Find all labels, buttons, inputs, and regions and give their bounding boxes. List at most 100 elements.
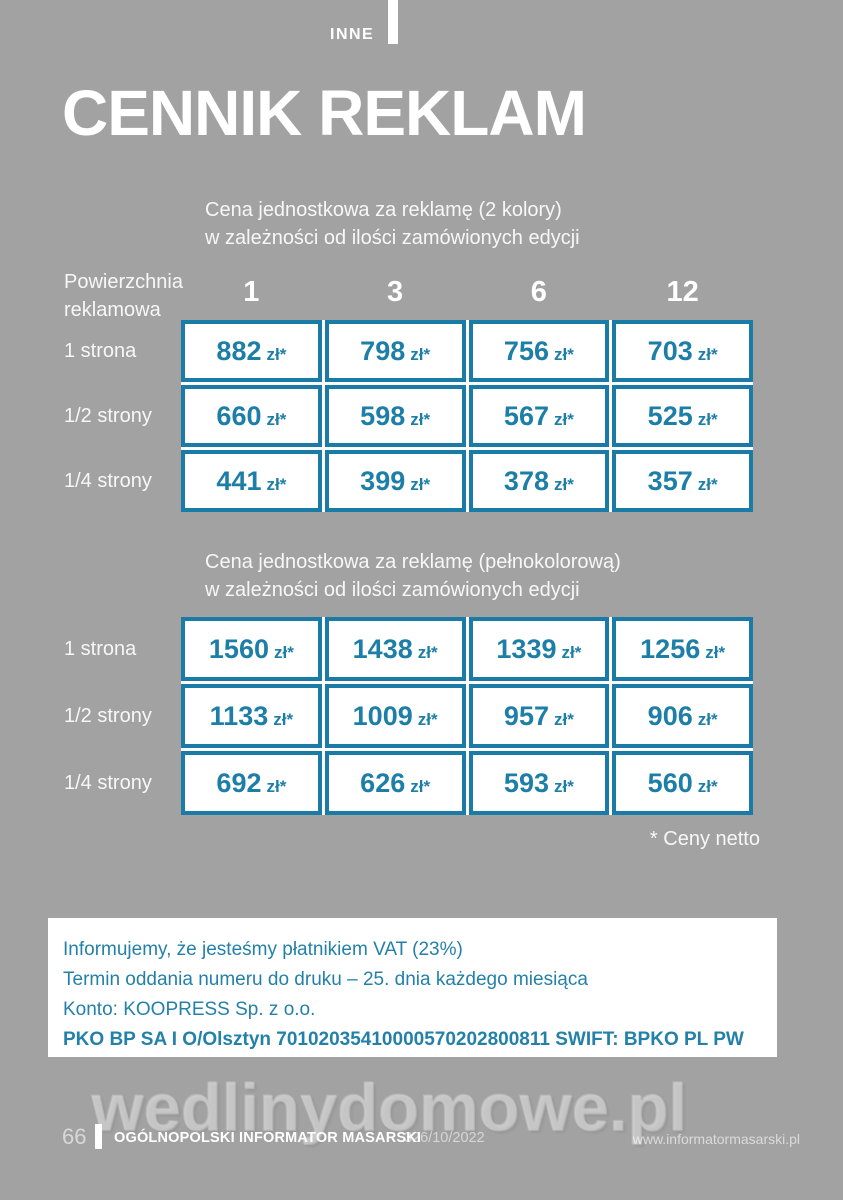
price-value: 598	[360, 400, 406, 431]
price-cell: 598 zł*	[324, 385, 466, 447]
price-value: 525	[647, 400, 693, 431]
price-cell: 1438 zł*	[324, 617, 466, 681]
vat-info-line: Informujemy, że jesteśmy płatnikiem VAT …	[63, 939, 463, 960]
price-cell: 703 zł*	[612, 320, 753, 382]
price-value: 1256	[640, 633, 701, 664]
price-cell: 560 zł*	[612, 751, 753, 815]
price-value: 692	[216, 767, 262, 798]
price-cell: 957 zł*	[468, 684, 610, 748]
price-unit: zł*	[697, 709, 718, 729]
price-cell: 882 zł*	[181, 320, 322, 382]
price-cell: 357 zł*	[612, 450, 753, 512]
account-holder-line: Konto: KOOPRESS Sp. z o.o.	[63, 999, 316, 1020]
price-cell: 399 zł*	[324, 450, 466, 512]
price-value: 567	[503, 400, 549, 431]
price-value: 441	[216, 465, 262, 496]
price-value: 1133	[209, 700, 269, 731]
section-label: INNE	[330, 26, 375, 43]
column-headers: 1 3 6 12	[181, 276, 753, 309]
price-unit: zł*	[697, 776, 718, 796]
price-unit: zł*	[410, 344, 431, 364]
price-cell: 567 zł*	[468, 385, 610, 447]
corner-label: Powierzchnia reklamowa	[64, 268, 183, 324]
column-header-1: 1	[243, 276, 260, 308]
price-unit: zł*	[273, 709, 294, 729]
price-cell: 441 zł*	[181, 450, 322, 512]
table2-row-label: 1/4 strony	[64, 772, 152, 794]
price-cell: 1256 zł*	[612, 617, 753, 681]
table1-row-label: 1/4 strony	[64, 470, 152, 492]
table2-row-label: 1/2 strony	[64, 705, 152, 727]
table2-row-label: 1 strona	[64, 638, 137, 660]
price-unit: zł*	[553, 409, 574, 429]
table1-row-label: 1 strona	[64, 340, 137, 362]
price-cell: 1560 zł*	[181, 617, 322, 681]
bank-account-line: PKO BP SA I O/Olsztyn 701020354100005702…	[63, 1029, 744, 1050]
price-unit: zł*	[697, 474, 718, 494]
table1-heading-line1: Cena jednostkowa za reklamę (2 kolory)	[205, 199, 562, 221]
price-cell: 1339 zł*	[468, 617, 610, 681]
price-unit: zł*	[553, 776, 574, 796]
table2-heading-line1: Cena jednostkowa za reklamę (pełnokoloro…	[205, 551, 621, 573]
price-unit: zł*	[266, 409, 287, 429]
column-header-6: 6	[530, 276, 547, 308]
price-value: 957	[503, 700, 549, 731]
price-value: 756	[503, 335, 549, 366]
price-unit: zł*	[266, 474, 287, 494]
price-unit: zł*	[410, 409, 431, 429]
price-cell: 906 zł*	[612, 684, 753, 748]
price-unit: zł*	[417, 642, 438, 662]
price-value: 560	[647, 767, 693, 798]
price-cell: 1133 zł*	[181, 684, 322, 748]
issue-number: 326/10/2022	[404, 1130, 485, 1146]
table1-heading: Cena jednostkowa za reklamę (2 kolory) w…	[205, 196, 580, 252]
price-value: 593	[503, 767, 549, 798]
price-value: 882	[216, 335, 262, 366]
corner-label-line2: reklamowa	[64, 299, 161, 321]
price-cell: 626 zł*	[324, 751, 466, 815]
price-unit: zł*	[553, 709, 574, 729]
price-table-2colors: 882 zł* 798 zł* 756 zł* 703 zł* 660 zł* 598 zł…	[181, 320, 753, 512]
price-unit: zł*	[273, 642, 294, 662]
price-unit: zł*	[553, 474, 574, 494]
price-value: 1009	[352, 700, 413, 731]
price-unit: zł*	[705, 642, 726, 662]
price-unit: zł*	[266, 776, 287, 796]
price-unit: zł*	[561, 642, 582, 662]
price-value: 906	[647, 700, 693, 731]
price-cell: 660 zł*	[181, 385, 322, 447]
table2-heading: Cena jednostkowa za reklamę (pełnokoloro…	[205, 548, 621, 604]
price-unit: zł*	[417, 709, 438, 729]
price-value: 626	[360, 767, 406, 798]
page-number: 66	[62, 1124, 87, 1149]
net-prices-footnote: * Ceny netto	[649, 828, 760, 850]
deadline-info-line: Termin oddania numeru do druku – 25. dni…	[63, 969, 588, 990]
price-unit: zł*	[410, 474, 431, 494]
price-cell: 525 zł*	[612, 385, 753, 447]
price-value: 1438	[352, 633, 413, 664]
column-header-12: 12	[666, 276, 699, 308]
price-cell: 798 zł*	[324, 320, 466, 382]
payment-info-box: Informujemy, że jesteśmy płatnikiem VAT …	[48, 918, 777, 1057]
price-value: 703	[647, 335, 693, 366]
price-cell: 1009 zł*	[324, 684, 466, 748]
price-unit: zł*	[410, 776, 431, 796]
column-header-3: 3	[387, 276, 404, 308]
publication-name: OGÓLNOPOLSKI INFORMATOR MASARSKI	[114, 1130, 422, 1146]
price-value: 378	[503, 465, 549, 496]
price-unit: zł*	[697, 344, 718, 364]
section-tab-bar	[388, 0, 398, 44]
table2-heading-line2: w zależności od ilości zamówionych edycj…	[205, 579, 580, 601]
table1-heading-line2: w zależności od ilości zamówionych edycj…	[205, 227, 580, 249]
price-unit: zł*	[266, 344, 287, 364]
price-cell: 756 zł*	[468, 320, 610, 382]
price-cell: 593 zł*	[468, 751, 610, 815]
price-value: 399	[360, 465, 406, 496]
price-value: 1339	[496, 633, 557, 664]
footer-divider-bar	[95, 1124, 102, 1149]
website-url: www.informatormasarski.pl	[632, 1131, 800, 1147]
price-unit: zł*	[553, 344, 574, 364]
price-value: 798	[360, 335, 406, 366]
price-unit: zł*	[697, 409, 718, 429]
